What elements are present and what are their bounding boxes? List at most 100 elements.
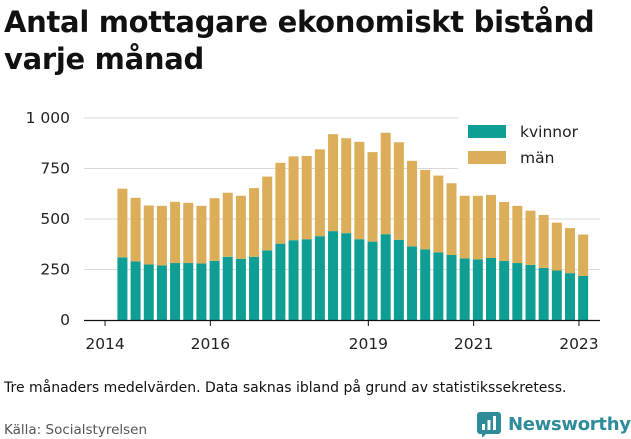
x-tick-label: 2014: [85, 335, 124, 353]
bar-stack: [170, 201, 181, 320]
bar-kvinnor: [407, 246, 418, 320]
bar-stack: [472, 195, 483, 320]
bar-kvinnor: [262, 250, 273, 320]
bar-män: [235, 195, 246, 259]
bar-män: [393, 142, 404, 240]
bar-kvinnor: [156, 265, 167, 320]
y-tick-label: 500: [40, 210, 70, 228]
bar-män: [196, 205, 207, 264]
bar-kvinnor: [578, 275, 589, 320]
x-tick-label: 2019: [349, 335, 388, 353]
bar-män: [367, 152, 378, 242]
bar-stack: [538, 214, 549, 320]
chart-title-line-2: varje månad: [4, 42, 204, 76]
bar-stack: [222, 192, 233, 320]
bar-stacks: [117, 132, 589, 320]
bar-kvinnor: [249, 256, 260, 320]
bar-kvinnor: [328, 231, 339, 320]
brand-name: Newsworthy: [508, 413, 631, 435]
bar-kvinnor: [446, 254, 457, 320]
bar-stack: [314, 149, 325, 320]
chart-title-line-1: Antal mottagare ekonomiskt bistånd: [4, 5, 595, 39]
bar-män: [143, 205, 154, 265]
bar-kvinnor: [499, 261, 510, 320]
y-axis-tick-labels: 0 250 500 750 1 000: [26, 109, 70, 329]
bar-män: [551, 222, 562, 271]
bar-kvinnor: [367, 241, 378, 320]
y-tick-label: 250: [40, 261, 70, 279]
bar-män: [222, 192, 233, 257]
bar-män: [538, 214, 549, 268]
bar-kvinnor: [314, 236, 325, 320]
bar-kvinnor: [275, 243, 286, 320]
bar-män: [354, 141, 365, 240]
bar-män: [183, 202, 194, 264]
bar-kvinnor: [551, 270, 562, 320]
bar-stack: [578, 234, 589, 320]
legend: kvinnor män: [458, 116, 608, 178]
x-axis: 2014 2016 2019 2021 2023: [84, 319, 600, 353]
bar-kvinnor: [564, 273, 575, 320]
bar-stack: [499, 202, 510, 320]
bar-kvinnor: [130, 261, 141, 320]
newsworthy-logo-icon: [477, 412, 501, 437]
bar-män: [472, 195, 483, 260]
bar-kvinnor: [170, 263, 181, 320]
bar-stack: [512, 205, 523, 320]
bar-stack: [367, 152, 378, 320]
bar-stack: [249, 188, 260, 320]
bar-kvinnor: [380, 234, 391, 320]
bar-kvinnor: [117, 257, 128, 320]
bar-män: [130, 197, 141, 262]
bar-män: [446, 183, 457, 255]
bar-stack: [130, 197, 141, 320]
bar-män: [459, 195, 470, 259]
bar-stack: [275, 162, 286, 320]
bar-kvinnor: [301, 239, 312, 320]
bar-kvinnor: [393, 239, 404, 320]
bar-stack: [262, 176, 273, 320]
bar-män: [420, 169, 431, 250]
bar-stack: [196, 205, 207, 320]
bar-män: [314, 149, 325, 237]
bar-män: [578, 234, 589, 276]
bar-stack: [459, 195, 470, 320]
bar-män: [156, 205, 167, 266]
bar-män: [209, 198, 220, 261]
bar-män: [170, 201, 181, 264]
bar-stack: [393, 142, 404, 320]
bar-kvinnor: [512, 263, 523, 320]
bar-stack: [301, 155, 312, 320]
bar-kvinnor: [420, 249, 431, 320]
x-tick-label: 2021: [454, 335, 493, 353]
bar-stack: [354, 141, 365, 320]
legend-swatch-kvinnor: [468, 125, 506, 138]
bar-kvinnor: [472, 259, 483, 320]
bar-män: [564, 228, 575, 274]
bar-kvinnor: [538, 267, 549, 320]
bar-kvinnor: [486, 257, 497, 320]
bar-kvinnor: [433, 252, 444, 320]
bar-stack: [156, 205, 167, 320]
bar-kvinnor: [209, 260, 220, 320]
x-tick-label: 2016: [191, 335, 230, 353]
bar-stack: [420, 169, 431, 320]
bar-stack: [341, 138, 352, 320]
bar-män: [525, 210, 536, 265]
bar-kvinnor: [183, 263, 194, 320]
bar-män: [407, 160, 418, 247]
y-tick-label: 1 000: [26, 109, 70, 127]
bar-kvinnor: [222, 256, 233, 320]
legend-swatch-män: [468, 151, 506, 164]
bar-män: [433, 175, 444, 253]
bar-kvinnor: [235, 258, 246, 320]
legend-label-män: män: [520, 149, 554, 167]
y-tick-label: 0: [60, 311, 70, 329]
bar-män: [486, 194, 497, 258]
bar-stack: [183, 202, 194, 320]
bar-män: [288, 156, 299, 241]
bar-stack: [328, 134, 339, 320]
bar-män: [117, 188, 128, 258]
bar-stack: [143, 205, 154, 320]
bar-kvinnor: [143, 264, 154, 320]
